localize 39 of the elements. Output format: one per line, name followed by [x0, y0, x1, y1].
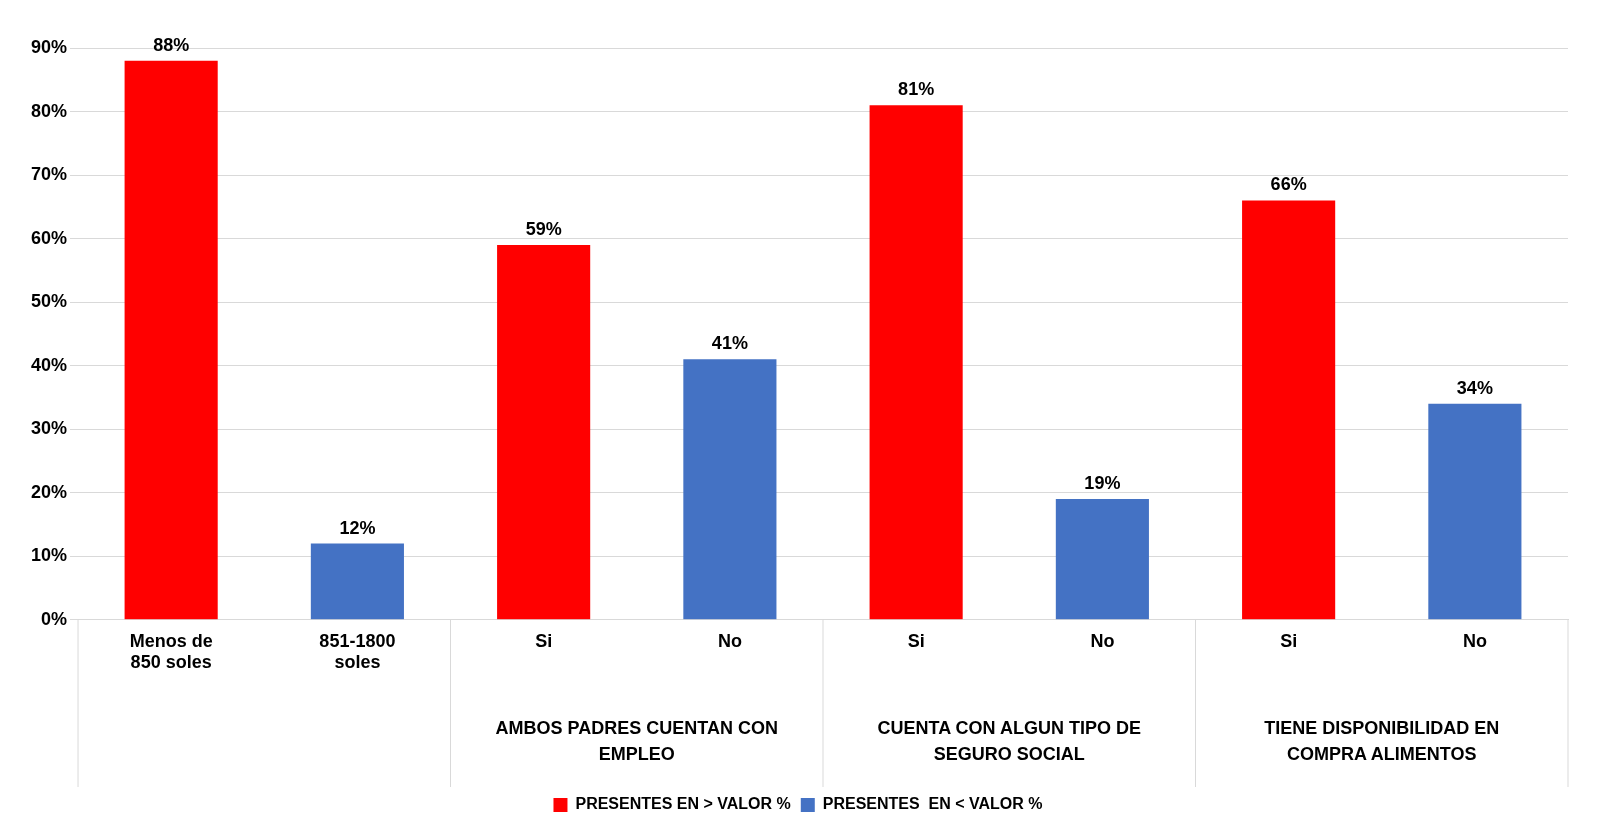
y-tick-label: 80%	[31, 100, 68, 121]
bar	[1055, 499, 1149, 620]
x-tick-label: Si	[907, 630, 925, 651]
y-tick-label: 50%	[31, 291, 68, 312]
y-tick-label: 10%	[31, 545, 68, 566]
x-tick-label: No	[1090, 630, 1115, 651]
bar	[497, 244, 591, 620]
y-tick-label: 30%	[31, 418, 68, 439]
data-label: 34%	[1456, 377, 1493, 398]
data-label: 88%	[153, 34, 190, 55]
x-tick-label: Si	[535, 630, 553, 651]
data-label: 81%	[898, 79, 935, 100]
legend-label: PRESENTES EN < VALOR %	[822, 795, 1043, 813]
y-tick-label: 0%	[41, 608, 68, 629]
data-label: 19%	[1084, 473, 1121, 494]
y-tick-label: 90%	[31, 36, 68, 57]
x-tick-label: Si	[1280, 630, 1298, 651]
bar	[683, 359, 777, 620]
data-label: 41%	[711, 333, 748, 354]
x-tick-label: No	[1462, 630, 1487, 651]
data-label: 12%	[339, 517, 376, 538]
x-tick-label: 851-1800 soles	[319, 630, 396, 673]
y-tick-label: 60%	[31, 227, 68, 248]
x-tick-label: Menos de 850 soles	[129, 630, 213, 673]
bar	[1242, 200, 1336, 620]
x-tick-label: No	[717, 630, 742, 651]
bar	[869, 105, 963, 620]
text: TIENE DISPONIBILIDAD EN COMPRA ALIMENTOS	[1264, 717, 1500, 764]
bar	[124, 60, 218, 620]
bar	[1428, 403, 1522, 620]
y-tick-label: 40%	[31, 354, 68, 375]
y-tick-label: 70%	[31, 164, 68, 185]
data-label: 59%	[525, 218, 562, 239]
bar	[310, 543, 404, 620]
y-tick-label: 20%	[31, 481, 68, 502]
text: CUENTA CON ALGUN TIPO DE SEGURO SOCIAL	[877, 717, 1141, 764]
text: AMBOS PADRES CUENTAN CON EMPLEO	[495, 717, 778, 764]
data-label: 66%	[1270, 174, 1307, 195]
legend-label: PRESENTES EN > VALOR %	[575, 795, 791, 813]
